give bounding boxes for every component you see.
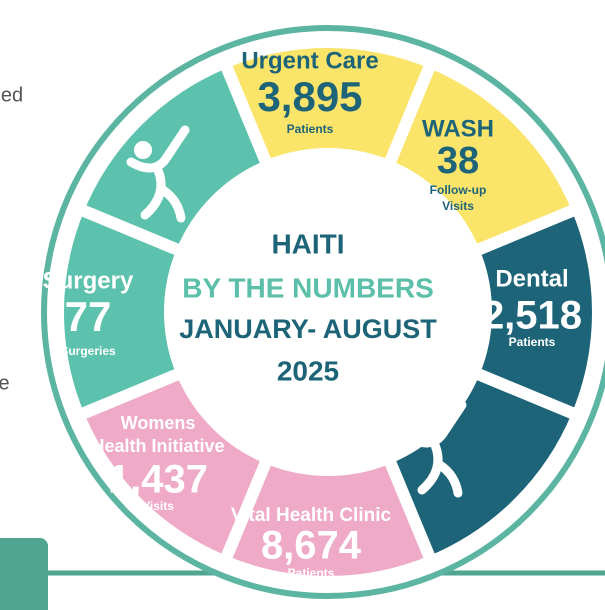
segment-number: 38 — [437, 140, 479, 182]
segment-label: WASH — [422, 115, 494, 142]
segment-label: Health Initiative — [91, 436, 224, 456]
center-title: HAITI — [271, 228, 344, 259]
segment-number: 77 — [65, 293, 112, 340]
segment — [218, 451, 438, 588]
center-title: JANUARY- AUGUST — [179, 314, 437, 344]
segment-unit: Patients — [287, 122, 334, 136]
segment-number: 8,674 — [261, 524, 362, 568]
segment-label: Urgent Care — [241, 47, 378, 74]
segment — [72, 56, 274, 258]
segment — [382, 56, 584, 258]
center-title: BY THE NUMBERS — [182, 272, 434, 303]
person-icon — [403, 400, 467, 498]
person-icon — [126, 125, 190, 223]
segment-number: 2,518 — [482, 294, 582, 338]
segment-unit: Patients — [288, 566, 335, 580]
center-title: 2025 — [277, 355, 339, 386]
segment — [72, 366, 274, 568]
segment-label: Surgery — [43, 267, 134, 294]
segment — [52, 202, 189, 422]
segment-unit: Patients — [509, 335, 556, 349]
segment-label: Vital Health Clinic — [231, 505, 392, 526]
segment-label: Dental — [495, 265, 568, 292]
segment-unit: Visits — [142, 499, 174, 513]
background-text: ed — [1, 84, 23, 106]
segment-unit: Surgeries — [60, 344, 116, 358]
segment — [218, 36, 438, 173]
segment-number: 3,895 — [257, 73, 362, 120]
background-text: e — [0, 372, 10, 394]
segment-label: Womens — [121, 413, 196, 433]
segment — [382, 366, 584, 568]
segment-number: 1,437 — [108, 458, 208, 502]
segment-unit: Follow-up — [430, 183, 487, 197]
segment-unit: Visits — [442, 199, 474, 213]
segment — [467, 202, 604, 422]
background-tab — [0, 538, 48, 610]
